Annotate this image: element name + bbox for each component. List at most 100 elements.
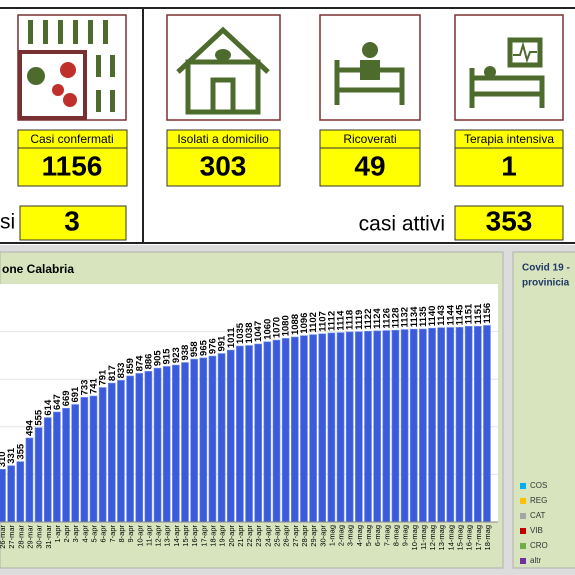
bar [217,353,226,523]
bar [373,330,381,523]
legend: COS REG CAT VIB CRO altr [520,481,548,565]
legend-swatch [520,498,526,504]
bar [419,328,427,523]
bar [208,355,217,523]
data-label: 1144 [445,304,456,325]
card: Terapia intensiva 1 [454,129,564,187]
bar [226,349,235,523]
x-tick-label: 30-apr [318,525,327,547]
x-tick-label: 31-mar [44,525,53,549]
bar [300,335,308,523]
data-label: 1140 [427,306,438,327]
bar [281,338,290,523]
bar [245,345,253,523]
bar [455,327,464,523]
data-label: 833 [116,363,127,379]
data-label: 976 [207,338,218,354]
x-tick-label: 14-mag [446,525,455,550]
bar [263,341,272,523]
x-tick-label: 5-mag [364,525,373,546]
bar [162,366,171,523]
data-label: 1132 [400,307,411,328]
x-tick-label: 7-apr [108,525,117,543]
bar [80,397,89,523]
bar [254,343,262,523]
x-tick-label: 18-mag [483,525,492,550]
data-label: 791 [98,369,109,386]
data-label: 733 [79,380,90,396]
data-label: 1126 [381,308,392,329]
bar [428,327,436,523]
data-label: 1151 [464,303,475,324]
summary-value: 3 [64,205,80,236]
x-tick-label: 4-apr [80,525,89,543]
x-tick-label: 23-apr [254,525,263,547]
bar [135,373,144,523]
side-title: provinicia [522,278,570,289]
card-value: 1 [501,150,517,181]
x-tick-label: 3-apr [71,525,80,543]
x-tick-label: 12-mag [428,525,437,550]
card-value: 49 [354,150,385,181]
bar [272,339,281,523]
data-label: 938 [180,345,191,361]
data-label: 1107 [317,311,328,332]
bar [336,332,345,523]
bar [309,334,317,523]
data-label: 915 [162,348,173,365]
x-tick-label: 26-apr [282,525,291,547]
bar [355,331,363,523]
card: Casi confermati 1156 [17,129,128,187]
data-label: 886 [143,354,154,370]
data-label: 1070 [272,317,283,338]
data-label: 1088 [290,314,301,335]
data-label: 1118 [345,310,356,330]
data-label: 923 [171,347,182,363]
bar [446,327,455,523]
data-label: 1112 [326,311,337,331]
data-label: 1151 [473,303,484,324]
card: Ricoverati 49 [319,129,421,187]
data-label: 1156 [482,303,493,324]
data-label: 874 [134,355,145,372]
bar [71,404,79,523]
bar [16,461,25,523]
x-tick-label: 25-apr [273,525,282,547]
x-tick-label: 2-apr [62,525,71,543]
legend-swatch [520,513,526,519]
x-tick-label: 27-mar [7,525,16,549]
card-label: Ricoverati [343,132,396,146]
data-label: 1080 [281,315,292,336]
data-label: 1047 [253,321,264,342]
data-label: 905 [153,350,164,367]
x-tick-label: 27-apr [291,525,300,547]
x-tick-label: 6-mag [373,525,382,546]
bar [382,330,391,523]
bar [290,336,299,523]
bar [473,326,482,523]
bar [483,325,491,523]
bar [7,465,15,523]
summary-label: si [0,211,15,234]
bar [199,357,208,523]
x-tick-label: 10-apr [135,525,144,547]
data-label: 965 [198,339,209,356]
x-tick-label: 22-apr [245,525,254,547]
x-tick-label: 14-apr [172,525,181,547]
x-tick-label: 11-mag [419,525,428,550]
bar [391,329,400,523]
x-tick-label: 9-apr [126,525,135,543]
bar [25,437,34,523]
x-tick-label: 17-mag [474,525,483,550]
bar [409,328,418,523]
x-tick-label: 3-mag [346,525,355,546]
data-label: 1128 [390,308,401,329]
data-label: 647 [52,394,63,410]
card-value: 303 [200,150,247,181]
icon-hospital [319,14,421,121]
x-tick-label: 7-mag [382,525,391,546]
x-tick-label: 19-apr [218,525,227,547]
icon-icu [454,14,564,121]
x-tick-label: 9-mag [401,525,410,546]
data-label: 1122 [363,309,374,330]
